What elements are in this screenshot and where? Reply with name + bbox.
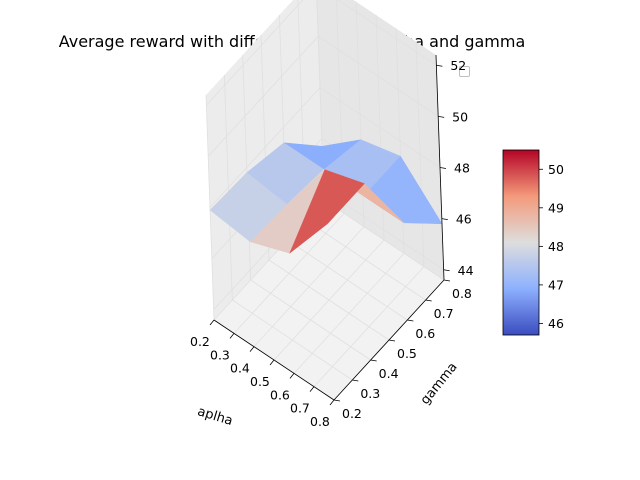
x-tick-mark [289,373,295,379]
legend [459,66,470,77]
grid-line [268,259,390,341]
x-tick-mark [209,319,215,326]
y-tick-mark [388,339,396,342]
y-tick-label: 0.2 [342,406,362,421]
y-tick-mark [407,319,414,322]
grid-line [317,36,439,117]
x-tick-label: 0.4 [230,361,250,376]
y-tick-label: 0.7 [434,306,454,321]
colorbar-tick-label: 49 [548,200,564,215]
y-tick-label: 0.5 [397,346,417,361]
y-tick-label: 0.8 [452,286,472,301]
x-tick-mark [229,333,235,339]
grid-line [323,199,445,281]
y-tick-label: 0.6 [415,326,435,341]
x-tick-mark [269,359,275,366]
x-tick-label: 0.3 [210,347,230,362]
surface-face [289,169,365,254]
grid-line [232,299,353,381]
grid-line [206,0,304,106]
x-tick-label: 0.8 [310,414,330,429]
surface [209,139,443,254]
grid-line [337,0,437,66]
z-tick-label: 48 [454,161,470,176]
colorbar-tick-label: 46 [548,316,564,331]
x-tick-mark [329,399,335,406]
grid-line [250,279,371,361]
x-axis-label: aplha [196,404,235,429]
y-tick-mark [443,279,451,282]
y-axis-label: gamma [418,360,461,408]
z-tick-label: 52 [450,58,466,73]
x-tick-label: 0.7 [290,401,310,416]
x-tick-mark [309,386,315,392]
y-tick-mark [333,399,341,402]
z-tick-label: 44 [458,263,474,278]
x-tick-label: 0.6 [270,387,290,402]
y-tick-mark [370,359,377,362]
x-tick-label: 0.2 [190,334,210,349]
x-tick-mark [249,346,255,352]
colorbar-tick-label: 48 [548,239,564,254]
z-tick-mark [441,218,448,221]
grid-line [319,87,441,168]
y-tick-label: 0.4 [379,366,399,381]
z-tick-label: 50 [452,109,468,124]
grid-line [287,239,408,321]
colorbar-fill [502,149,540,336]
colorbar-tick-label: 47 [548,277,564,292]
colorbar-tick-label: 50 [548,162,564,177]
y-tick-label: 0.3 [360,386,380,401]
y-tick-mark [352,379,359,382]
grid-line [207,36,319,157]
grid-line [305,219,426,301]
colorbar: 46 47 48 49 50 [502,149,564,336]
z-tick-mark [439,167,447,169]
x-tick-label: 0.5 [250,374,270,389]
z-tick-mark [443,269,450,272]
grid-line [209,87,321,208]
z-tick-mark [436,64,443,67]
z-tick-label: 46 [456,212,472,227]
tick-labels: 0.20.30.40.50.60.70.80.20.30.40.50.60.70… [190,58,474,429]
y-tick-mark [425,299,432,302]
z-tick-mark [438,115,445,118]
